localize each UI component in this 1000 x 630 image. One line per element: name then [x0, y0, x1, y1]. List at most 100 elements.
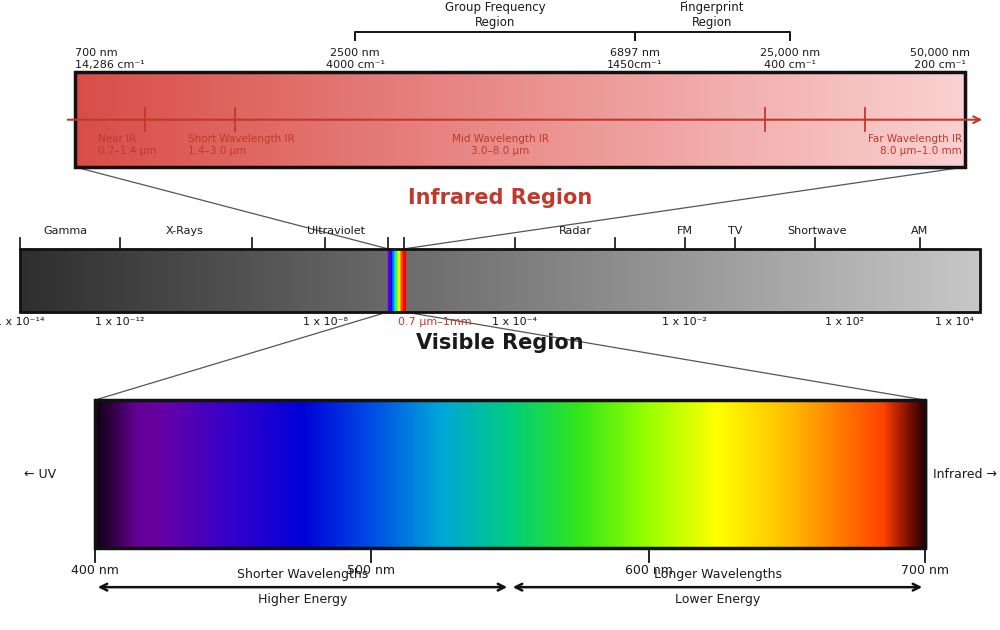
Bar [210, 400, 212, 548]
Bar [585, 72, 588, 167]
Bar [265, 400, 267, 548]
Bar [310, 400, 312, 548]
Bar [719, 72, 721, 167]
Bar [286, 249, 288, 312]
Bar [811, 72, 813, 167]
Bar [78, 72, 80, 167]
Bar [916, 72, 919, 167]
Bar [579, 400, 581, 548]
Bar [100, 400, 102, 548]
Bar [386, 72, 389, 167]
Bar [380, 249, 383, 312]
Bar [619, 400, 621, 548]
Bar [441, 72, 444, 167]
Bar [142, 249, 144, 312]
Bar [589, 400, 592, 548]
Bar [527, 400, 529, 548]
Bar [182, 400, 184, 548]
Text: TV: TV [728, 226, 742, 236]
Bar [868, 249, 871, 312]
Bar [897, 72, 899, 167]
Bar [775, 72, 778, 167]
Bar [548, 400, 550, 548]
Bar [86, 249, 88, 312]
Text: Longer Wavelengths: Longer Wavelengths [654, 568, 782, 581]
Bar [893, 400, 895, 548]
Bar [183, 72, 186, 167]
Bar [244, 400, 247, 548]
Bar [503, 400, 505, 548]
Bar [873, 249, 875, 312]
Bar [935, 72, 938, 167]
Bar [824, 72, 827, 167]
Bar [676, 400, 678, 548]
Bar [974, 249, 976, 312]
Bar [136, 400, 139, 548]
Bar [370, 249, 373, 312]
Bar [670, 400, 672, 548]
Bar [406, 400, 408, 548]
Text: AM: AM [911, 226, 929, 236]
Bar [866, 400, 868, 548]
Bar [764, 249, 767, 312]
Bar [574, 249, 576, 312]
Bar [349, 400, 351, 548]
Bar [453, 72, 456, 167]
Bar [707, 400, 709, 548]
Bar [463, 249, 466, 312]
Bar [568, 400, 570, 548]
Bar [487, 72, 490, 167]
Bar [815, 72, 818, 167]
Bar [473, 400, 475, 548]
Bar [859, 400, 861, 548]
Bar [223, 249, 226, 312]
Bar [439, 400, 441, 548]
Bar [331, 400, 333, 548]
Bar [763, 400, 765, 548]
Bar [831, 72, 834, 167]
Bar [645, 400, 647, 548]
Bar [663, 400, 665, 548]
Bar [834, 72, 837, 167]
Bar [113, 249, 115, 312]
Bar [890, 249, 893, 312]
Bar [142, 72, 144, 167]
Bar [902, 249, 904, 312]
Bar [721, 249, 723, 312]
Bar [803, 400, 805, 548]
Bar [126, 400, 128, 548]
Bar [563, 400, 566, 548]
Bar [854, 400, 856, 548]
Bar [732, 400, 734, 548]
Bar [609, 249, 611, 312]
Bar [179, 400, 181, 548]
Bar [516, 249, 519, 312]
Bar [768, 400, 771, 548]
Bar [870, 400, 873, 548]
Bar [284, 400, 286, 548]
Bar [399, 249, 402, 312]
Bar [559, 249, 562, 312]
Bar [626, 400, 628, 548]
Bar [462, 72, 465, 167]
Bar [465, 249, 467, 312]
Bar [903, 249, 906, 312]
Bar [326, 72, 328, 167]
Bar [419, 72, 422, 167]
Bar [600, 72, 603, 167]
Bar [726, 249, 728, 312]
Bar [750, 72, 752, 167]
Bar [711, 72, 714, 167]
Bar [271, 72, 273, 167]
Bar [162, 249, 165, 312]
Bar [826, 249, 829, 312]
Bar [672, 400, 675, 548]
Bar [128, 400, 130, 548]
Bar [321, 249, 323, 312]
Bar [209, 249, 211, 312]
Bar [535, 400, 537, 548]
Bar [140, 400, 142, 548]
Bar [502, 72, 505, 167]
Bar [777, 400, 779, 548]
Bar [850, 400, 852, 548]
